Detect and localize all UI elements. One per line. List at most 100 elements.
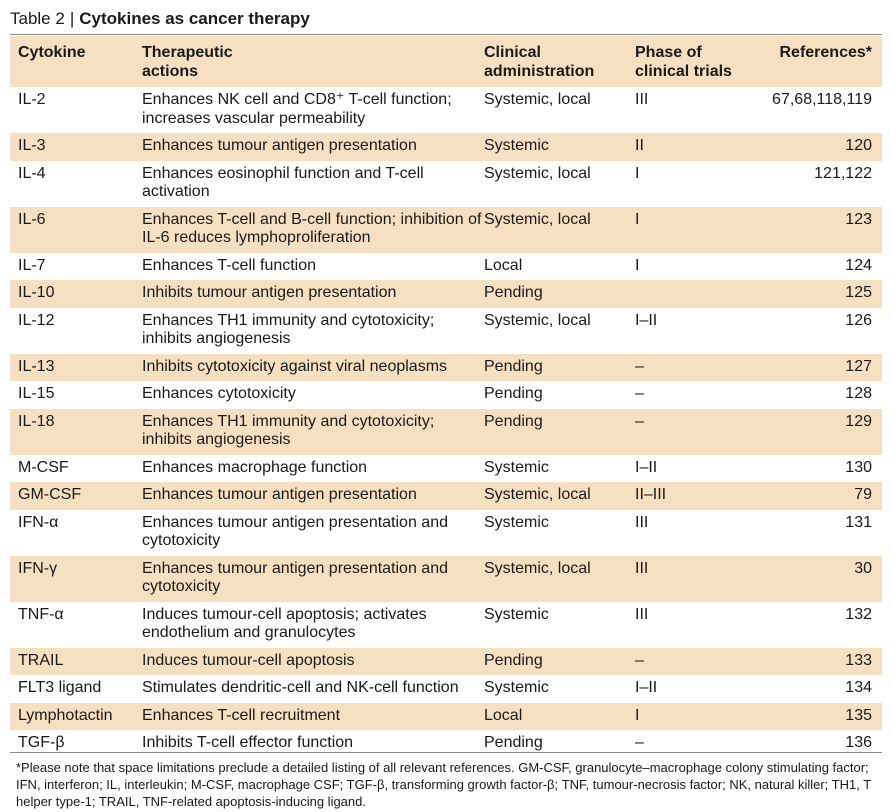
cell-phase: III [635,559,649,577]
cell-administration: Pending [484,357,543,375]
cell-cytokine: IL-2 [18,91,46,108]
cell-administration: Pending [484,385,543,402]
table-row: Lymphotactin Enhances T-cell recruitment L… [10,702,882,730]
cell-cytokine: IL-15 [18,385,55,402]
cytokine-table: Cytokine Therapeutic actions Clinical ad… [10,36,882,758]
cell-phase: II [635,137,644,154]
table-row: IFN-α Enhances tumour antigen presentatio… [10,510,882,556]
cell-references: 135 [845,706,872,724]
cell-references: 131 [845,513,872,531]
cell-references: 130 [845,458,872,476]
table-row: IL-6 Enhances T-cell and B-cell function;… [10,206,882,253]
table-row: FLT3 ligand Stimulates dendritic-cell and… [10,675,882,703]
header-cytokine: Cytokine [18,44,86,61]
cell-administration: Systemic, local [484,559,591,577]
cell-cytokine: IL-10 [18,284,55,301]
cell-actions: Enhances TH1 immunity and cytotoxicity; … [142,412,435,449]
cell-phase: I [635,210,640,228]
cell-phase: – [635,734,644,751]
cell-actions: Enhances TH1 immunity and cytotoxicity; … [142,311,435,348]
table-row: IL-13 Inhibits cytotoxicity against viral… [10,353,882,381]
cell-cytokine: IL-12 [18,311,55,329]
cell-administration: Systemic, local [484,311,591,329]
cell-actions: Induces tumour-cell apoptosis; activates… [142,605,427,642]
cell-actions: Inhibits tumour antigen presentation [142,284,397,301]
cell-cytokine: IL-3 [18,137,46,154]
cell-phase: I [635,164,640,182]
cell-cytokine: FLT3 ligand [18,679,102,696]
cell-administration: Local [484,706,523,724]
table-body: IL-2 Enhances NK cell and CD8⁺ T-cell fun… [10,87,882,758]
cell-cytokine: IL-6 [18,210,46,228]
cell-actions: Enhances tumour antigen presentation and… [142,513,448,550]
cell-administration: Systemic [484,513,549,531]
cell-references: 120 [845,137,872,154]
cell-phase: III [635,513,649,531]
table-row: IL-15 Enhances cytotoxicity Pending – 128 [10,381,882,409]
table-number: Table 2 [10,9,65,28]
table-header-row: Cytokine Therapeutic actions Clinical ad… [10,36,882,87]
cell-cytokine: Lymphotactin [18,706,113,724]
cell-administration: Systemic, local [484,91,591,108]
cell-cytokine: IFN-α [18,513,59,531]
table-title: Table 2 | Cytokines as cancer therapy [10,4,882,35]
cell-references: 126 [845,311,872,329]
cell-cytokine: IL-7 [18,256,46,274]
cell-phase: – [635,651,644,669]
cell-phase: I–II [635,311,658,329]
header-actions: Therapeutic actions [142,44,233,80]
cell-cytokine: IL-4 [18,164,46,182]
table-row: IL-18 Enhances TH1 immunity and cytotoxic… [10,408,882,455]
cell-cytokine: IFN-γ [18,559,58,577]
cell-cytokine: GM-CSF [18,486,82,503]
header-phase: Phase of clinical trials [635,44,732,80]
table-footnote: *Please note that space limitations prec… [10,752,882,810]
cell-administration: Systemic, local [484,486,591,503]
cell-actions: Enhances T-cell recruitment [142,706,341,724]
cell-references: 127 [845,357,872,375]
cell-references: 133 [845,651,872,669]
cell-actions: Enhances eosinophil function and T-cell … [142,164,424,201]
cell-phase: – [635,357,644,375]
cell-references: 67,68,118,119 [772,91,872,108]
table-row: TGF-β Inhibits T-cell effector function Pe… [10,730,882,758]
cell-actions: Enhances tumour antigen presentation and… [142,559,448,596]
cell-administration: Pending [484,651,543,669]
cell-references: 30 [854,559,872,577]
cell-administration: Systemic [484,679,549,696]
cell-cytokine: IL-13 [18,357,55,375]
cell-administration: Systemic [484,605,549,623]
table-row: TRAIL Induces tumour-cell apoptosis Pendin… [10,647,882,675]
cell-administration: Pending [484,284,543,301]
cell-references: 136 [845,734,872,751]
cell-administration: Pending [484,412,543,430]
cell-cytokine: M-CSF [18,458,69,476]
cell-actions: Enhances cytotoxicity [142,385,296,402]
table-row: IL-4 Enhances eosinophil function and T-c… [10,161,882,207]
cell-references: 134 [845,679,872,696]
cell-actions: Enhances T-cell function [142,256,317,274]
cell-references: 128 [845,385,872,402]
cell-phase: II–III [635,486,667,503]
cell-references: 123 [845,210,872,228]
cell-actions: Enhances NK cell and CD8⁺ T-cell functio… [142,91,452,127]
cell-actions: Induces tumour-cell apoptosis [142,651,355,669]
header-administration: Clinical administration [484,44,595,80]
table-row: IL-12 Enhances TH1 immunity and cytotoxic… [10,308,882,354]
cell-phase: – [635,412,644,430]
cell-administration: Systemic [484,458,549,476]
table-row: IL-7 Enhances T-cell function Local I 124 [10,253,882,281]
cell-administration: Systemic [484,137,549,154]
table-row: IL-3 Enhances tumour antigen presentation… [10,133,882,161]
table-row: GM-CSF Enhances tumour antigen presentati… [10,482,882,510]
cell-references: 121,122 [814,164,872,182]
cell-actions: Enhances tumour antigen presentation [142,137,417,154]
cell-administration: Systemic, local [484,164,591,182]
cell-administration: Systemic, local [484,210,591,228]
table-row: M-CSF Enhances macrophage function Systemi… [10,455,882,483]
cell-actions: Stimulates dendritic-cell and NK-cell fu… [142,679,459,696]
table-row: IL-2 Enhances NK cell and CD8⁺ T-cell fun… [10,87,882,133]
title-separator: | [69,9,75,28]
table-heading: Cytokines as cancer therapy [79,9,310,28]
